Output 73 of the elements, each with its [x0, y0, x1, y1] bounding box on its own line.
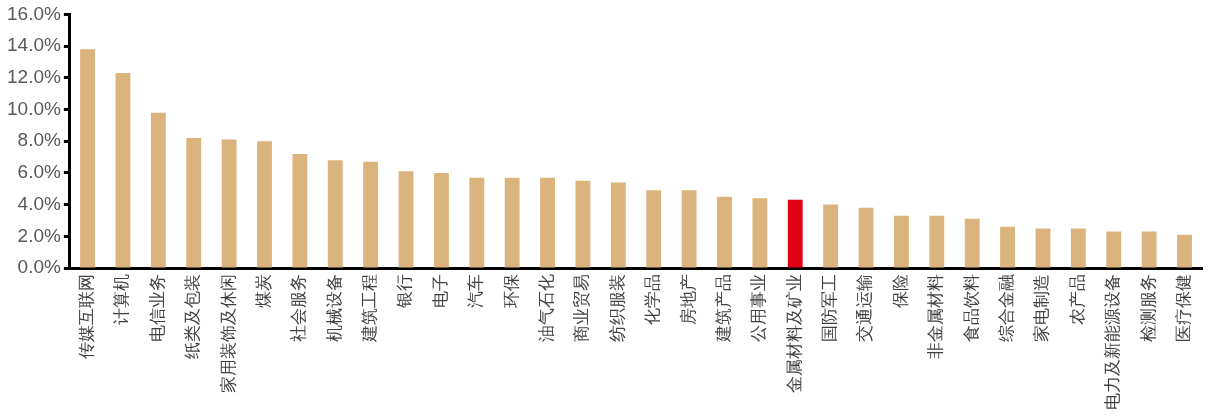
- x-tick-label: 社会服务: [288, 274, 309, 342]
- x-tick-label: 农产品: [1066, 274, 1087, 325]
- bar: [1000, 226, 1016, 268]
- x-tick-label: 纸类及包装: [182, 274, 203, 359]
- bar: [363, 161, 379, 268]
- x-tick-label: 国防军工: [819, 274, 840, 342]
- y-tick-label: 10.0%: [7, 97, 61, 119]
- bar: [80, 49, 95, 268]
- x-tick-label: 医疗保健: [1172, 274, 1193, 342]
- bar: [717, 196, 732, 268]
- bar: [929, 215, 945, 268]
- x-tick-label: 综合金融: [996, 274, 1016, 342]
- bar: [504, 177, 520, 268]
- bar: [150, 112, 166, 268]
- bar: [115, 73, 131, 268]
- bar: [186, 138, 202, 268]
- x-tick-label: 保险: [889, 274, 910, 308]
- bar: [221, 139, 237, 268]
- x-tick-label: 商业贸易: [571, 274, 592, 342]
- bar: [823, 204, 839, 268]
- x-tick-label: 汽车: [465, 274, 486, 308]
- x-tick-label: 电子: [429, 274, 450, 308]
- bar: [1070, 228, 1086, 268]
- bar: [1141, 231, 1157, 268]
- x-tick-label: 煤炭: [252, 274, 273, 308]
- y-tick-label: 2.0%: [17, 224, 61, 246]
- bar: [398, 171, 414, 268]
- x-tick-label: 检测服务: [1137, 274, 1158, 342]
- bar: [1177, 234, 1192, 268]
- x-tick-label: 化学品: [642, 274, 663, 325]
- bar: [610, 182, 626, 268]
- x-tick-label: 食品饮料: [960, 274, 981, 342]
- x-tick-label: 交通运输: [854, 274, 875, 342]
- x-tick-label: 计算机: [111, 274, 132, 325]
- y-tick-label: 0.0%: [17, 256, 61, 278]
- x-tick-label: 银行: [394, 274, 415, 309]
- y-tick-label: 12.0%: [7, 66, 61, 88]
- bar: [752, 198, 768, 268]
- x-tick-label: 电信业务: [146, 274, 167, 342]
- bar: [646, 190, 662, 268]
- y-tick-label: 6.0%: [17, 161, 61, 183]
- bar: [893, 215, 909, 268]
- x-tick-label: 电力及新能源设备: [1102, 274, 1123, 410]
- bar: [575, 180, 591, 268]
- bar: [327, 160, 343, 268]
- x-tick-label: 环保: [500, 274, 521, 308]
- x-tick-label: 传媒互联网: [75, 274, 96, 359]
- bar: [469, 177, 485, 268]
- x-tick-label: 房地产: [677, 274, 698, 325]
- x-tick-label: 建筑工程: [359, 274, 380, 343]
- bar: [1106, 231, 1122, 268]
- x-tick-label: 家用装饰及休闲: [217, 274, 238, 393]
- bar: [540, 177, 555, 268]
- y-tick-label: 14.0%: [7, 34, 61, 56]
- x-tick-label: 纺织服装: [606, 274, 627, 342]
- x-tick-label: 家电制造: [1031, 274, 1052, 342]
- x-tick-label: 非金属材料: [925, 274, 946, 359]
- bar: [257, 141, 272, 268]
- bar: [433, 172, 449, 268]
- x-tick-label: 金属材料及矿业: [783, 274, 804, 393]
- y-tick-label: 16.0%: [7, 2, 61, 24]
- bar: [292, 153, 308, 268]
- y-tick-label: 4.0%: [17, 192, 61, 214]
- bar: [1035, 228, 1051, 268]
- x-tick-label: 油气石化: [536, 274, 556, 342]
- x-tick-label: 建筑产品: [712, 274, 733, 343]
- bar: [787, 199, 803, 268]
- x-tick-label: 机械设备: [323, 274, 344, 342]
- bar: [858, 207, 874, 268]
- bar: [681, 190, 697, 268]
- bar: [964, 218, 980, 268]
- y-tick-label: 8.0%: [17, 129, 61, 151]
- x-tick-label: 公用事业: [748, 274, 769, 342]
